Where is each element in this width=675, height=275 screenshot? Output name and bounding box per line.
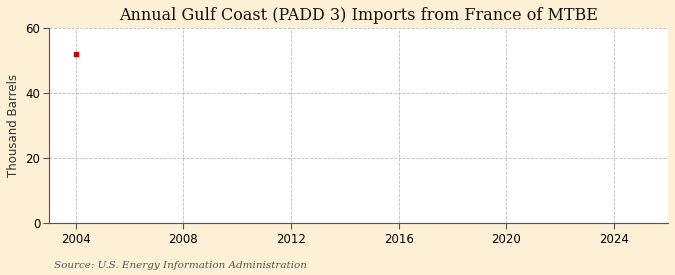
Title: Annual Gulf Coast (PADD 3) Imports from France of MTBE: Annual Gulf Coast (PADD 3) Imports from …: [119, 7, 598, 24]
Y-axis label: Thousand Barrels: Thousand Barrels: [7, 74, 20, 177]
Text: Source: U.S. Energy Information Administration: Source: U.S. Energy Information Administ…: [54, 260, 307, 270]
